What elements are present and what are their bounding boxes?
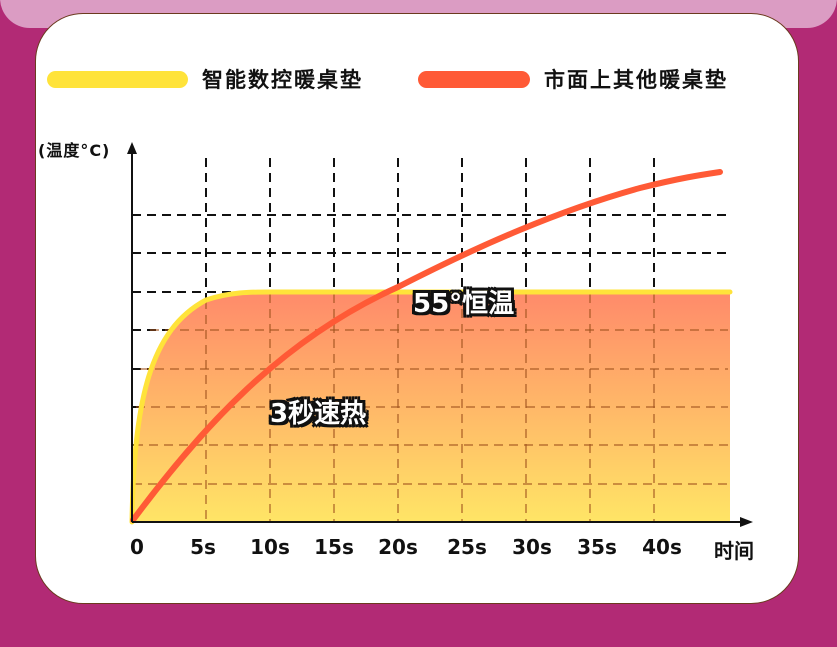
legend-item-smart: 智能数控暖桌垫 — [47, 66, 363, 92]
x-axis-arrow-icon — [740, 517, 753, 527]
y-axis-arrow-icon — [127, 142, 137, 154]
x-tick: 5s — [190, 535, 216, 559]
annotation-fast-heat: 3秒速热 — [270, 399, 367, 429]
other-curve-line — [130, 169, 723, 523]
legend-swatch-orange-icon — [418, 70, 530, 88]
chart-legend: 智能数控暖桌垫 市面上其他暖桌垫 — [0, 66, 837, 92]
x-tick: 40s — [642, 535, 682, 559]
legend-item-other: 市面上其他暖桌垫 — [418, 66, 728, 92]
x-tick: 25s — [447, 535, 487, 559]
x-tick: 0 — [130, 535, 144, 559]
x-tick: 35s — [577, 535, 617, 559]
axes — [131, 150, 742, 523]
legend-swatch-yellow-icon — [47, 70, 188, 88]
x-axis-label: 时间 — [714, 539, 754, 563]
smart-curve-fill — [132, 292, 730, 522]
smart-curve-line — [129, 289, 733, 525]
x-tick: 20s — [378, 535, 418, 559]
y-axis-label: (温度°C) — [38, 141, 111, 160]
grid-lines-over-fill — [133, 294, 728, 522]
legend-label: 智能数控暖桌垫 — [202, 68, 363, 92]
x-tick: 10s — [250, 535, 290, 559]
x-tick: 15s — [314, 535, 354, 559]
legend-label: 市面上其他暖桌垫 — [544, 68, 728, 92]
annotation-constant-temp: 55°恒温 — [413, 289, 515, 319]
x-tick: 30s — [512, 535, 552, 559]
